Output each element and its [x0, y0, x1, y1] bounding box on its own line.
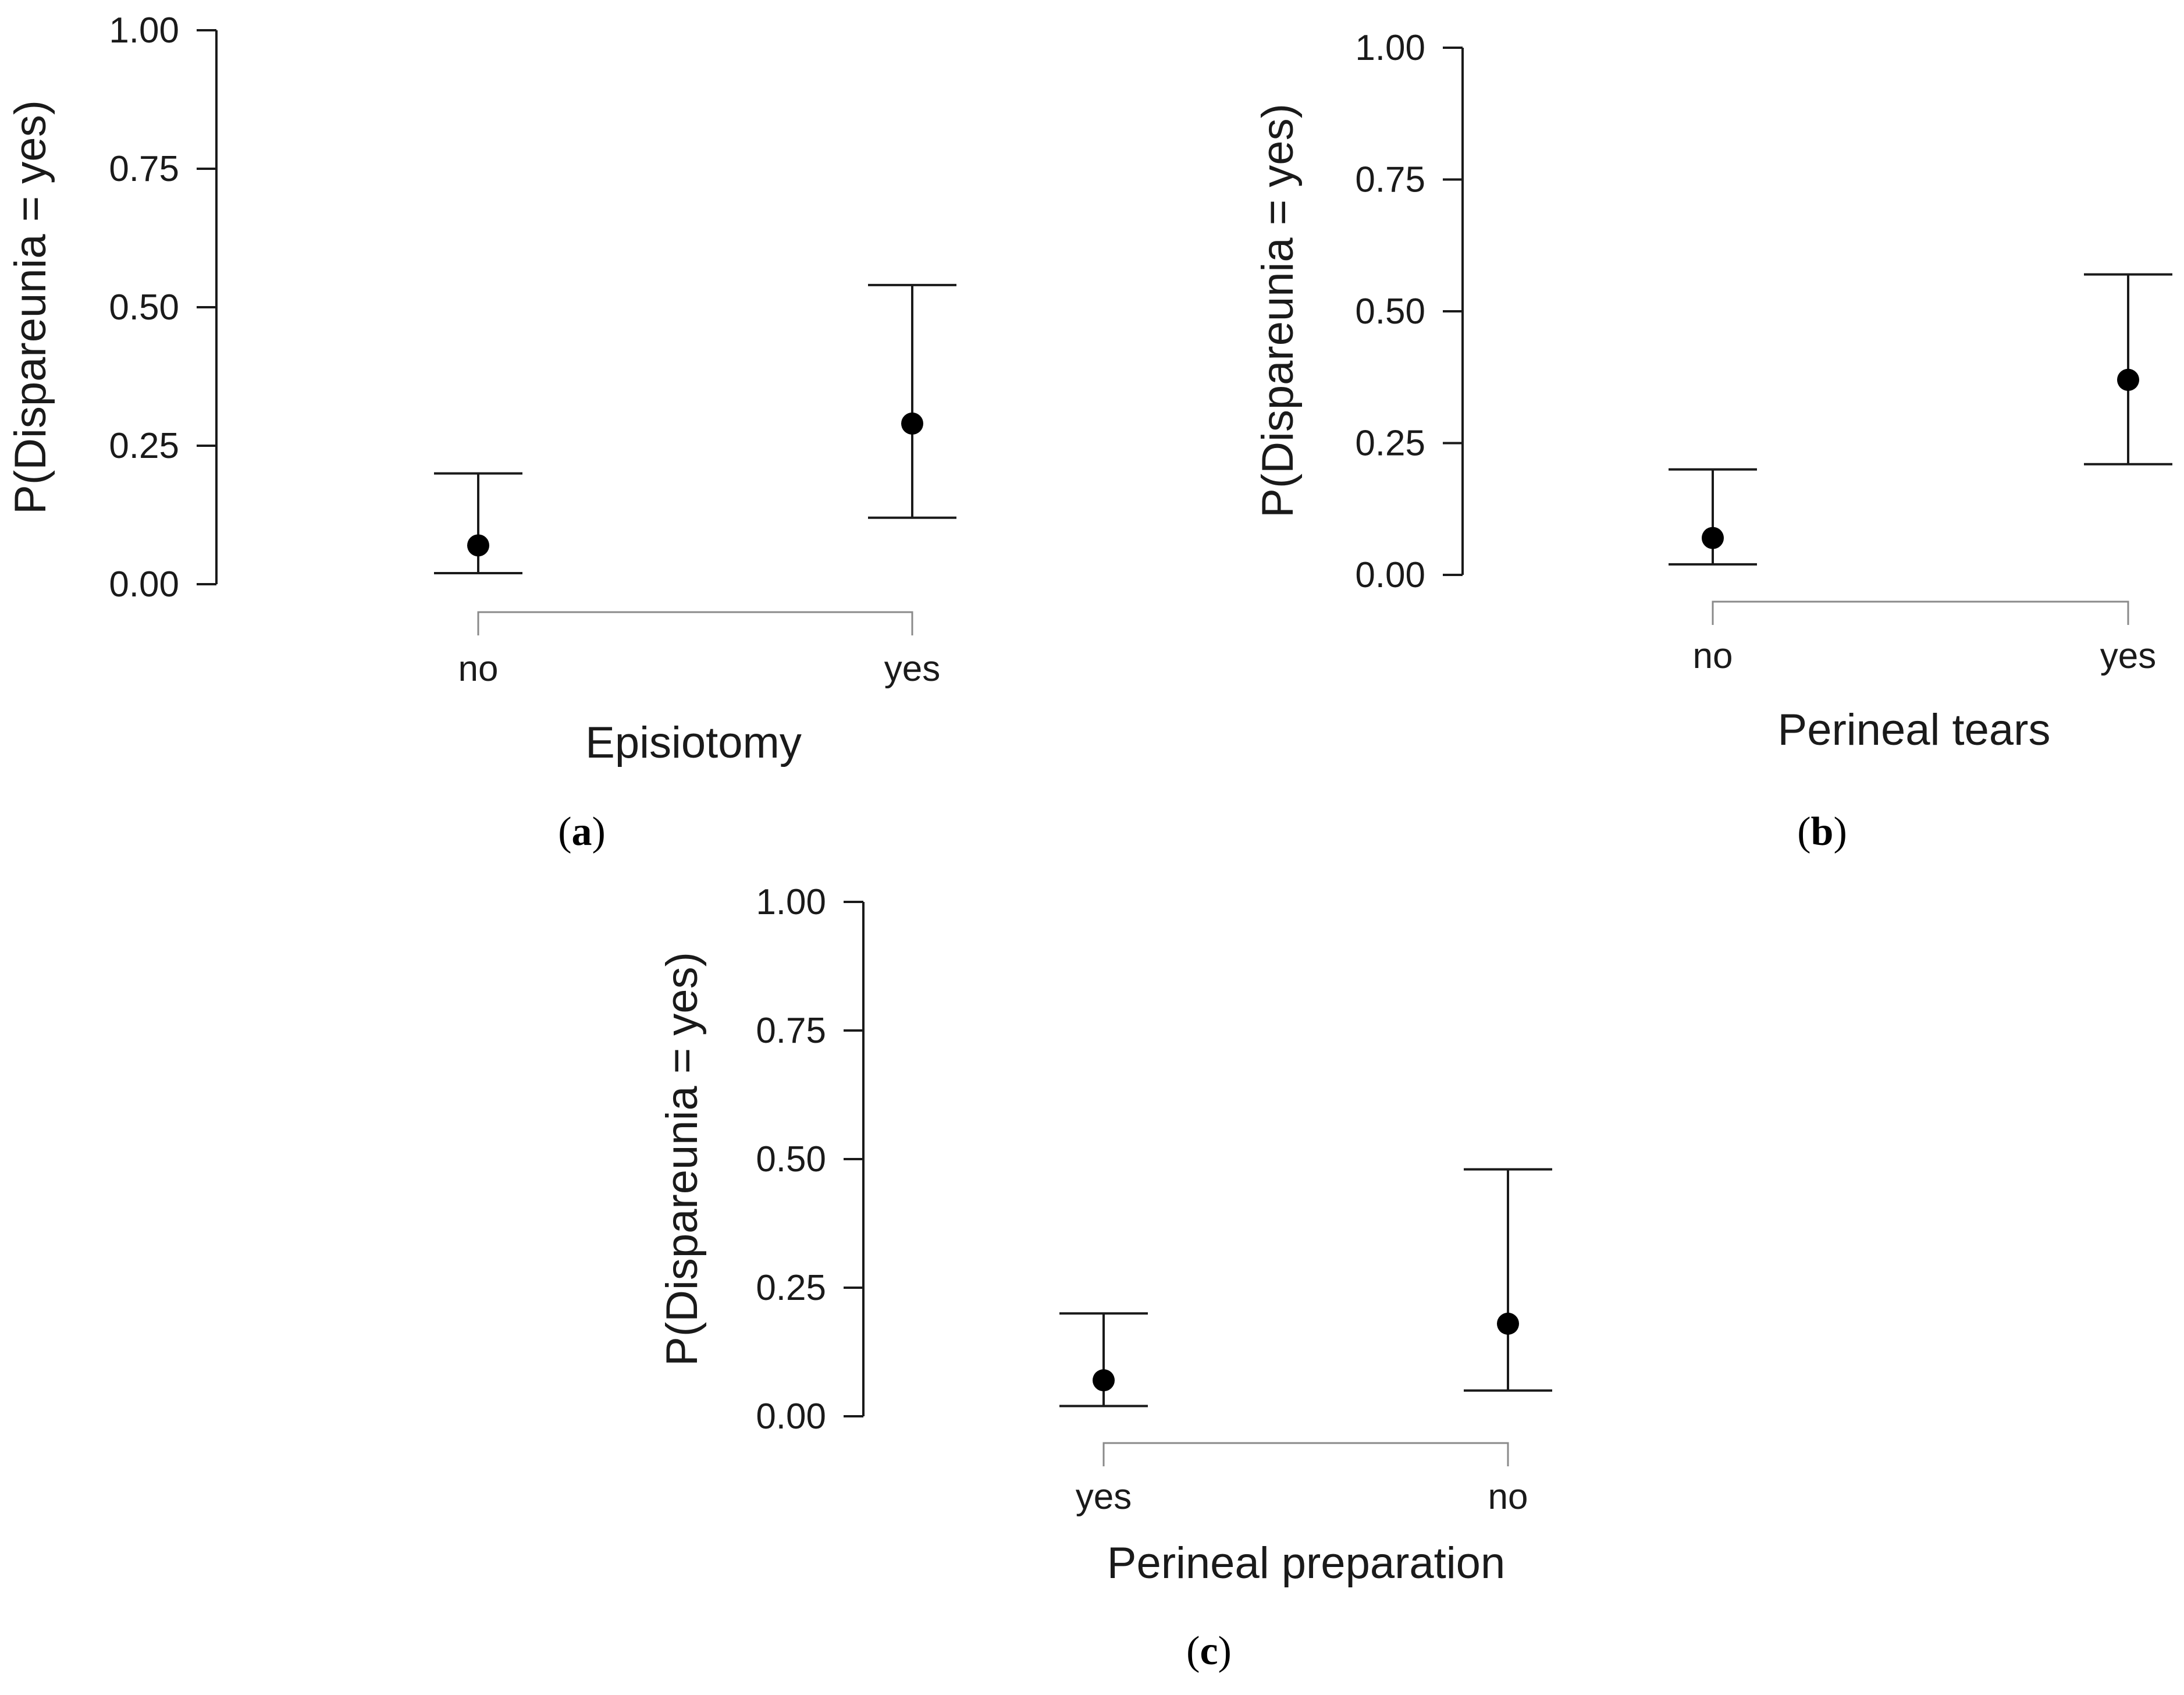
y-axis-title: P(Dispareunia = yes) — [1253, 104, 1303, 518]
y-tick-label: 0.00 — [756, 1396, 826, 1437]
y-axis-title: P(Dispareunia = yes) — [6, 100, 55, 514]
y-tick-label: 0.25 — [1355, 424, 1425, 464]
panel-label-letter: c — [1200, 1629, 1218, 1673]
y-tick-label: 0.75 — [109, 149, 179, 189]
x-axis-title: Perineal preparation — [1107, 1538, 1505, 1588]
point-estimate-yes — [2117, 368, 2139, 391]
point-estimate-no — [467, 534, 489, 557]
y-tick-label: 0.00 — [1355, 555, 1425, 595]
x-category-label: no — [1693, 636, 1733, 676]
y-tick-label: 0.75 — [1355, 160, 1425, 200]
point-estimate-yes — [901, 412, 923, 435]
y-axis-title: P(Dispareunia = yes) — [657, 952, 707, 1366]
panel-label-close: ) — [592, 809, 606, 854]
y-tick-label: 0.25 — [756, 1268, 826, 1308]
point-estimate-yes — [1093, 1369, 1115, 1392]
x-category-label: yes — [1076, 1477, 1132, 1517]
y-tick-label: 0.25 — [109, 426, 179, 466]
y-tick-label: 0.00 — [109, 564, 179, 605]
point-estimate-no — [1497, 1312, 1519, 1335]
x-category-label: yes — [2100, 636, 2156, 676]
panel-label-close: ) — [1218, 1629, 1232, 1673]
y-tick-label: 0.75 — [756, 1011, 826, 1051]
y-tick-label: 1.00 — [109, 10, 179, 51]
x-axis-bracket — [477, 611, 913, 635]
y-tick-label: 0.50 — [756, 1139, 826, 1179]
x-category-label: no — [1488, 1477, 1528, 1517]
y-tick-label: 0.50 — [1355, 292, 1425, 332]
y-tick-label: 1.00 — [1355, 28, 1425, 68]
x-category-label: yes — [884, 649, 940, 689]
chart-panel-a: 0.00 0.25 0.50 0.75 1.00 P(Dispareunia = yes)… — [6, 10, 956, 854]
panel-label: (c) — [1186, 1629, 1232, 1673]
x-axis-bracket — [1102, 1442, 1509, 1466]
point-estimate-no — [1702, 527, 1724, 549]
x-axis-title: Episiotomy — [585, 718, 802, 767]
panel-label: (a) — [558, 809, 606, 854]
panel-label-open: ( — [558, 809, 571, 854]
chart-panel-b: 0.00 0.25 0.50 0.75 1.00 P(Dispareunia = yes)… — [1253, 28, 2172, 854]
x-category-label: no — [458, 649, 499, 689]
chart-panel-c: 0.00 0.25 0.50 0.75 1.00 P(Dispareunia = yes)… — [657, 882, 1552, 1673]
x-axis-title: Perineal tears — [1778, 705, 2051, 755]
y-tick-label: 1.00 — [756, 882, 826, 922]
panel-label-close: ) — [1833, 809, 1847, 854]
panel-label: (b) — [1797, 809, 1847, 854]
panel-label-letter: b — [1811, 809, 1834, 854]
panel-label-open: ( — [1186, 1629, 1200, 1673]
y-tick-label: 0.50 — [109, 287, 179, 328]
panel-label-letter: a — [572, 809, 592, 854]
x-axis-bracket — [1712, 600, 2129, 625]
panel-label-open: ( — [1797, 809, 1810, 854]
